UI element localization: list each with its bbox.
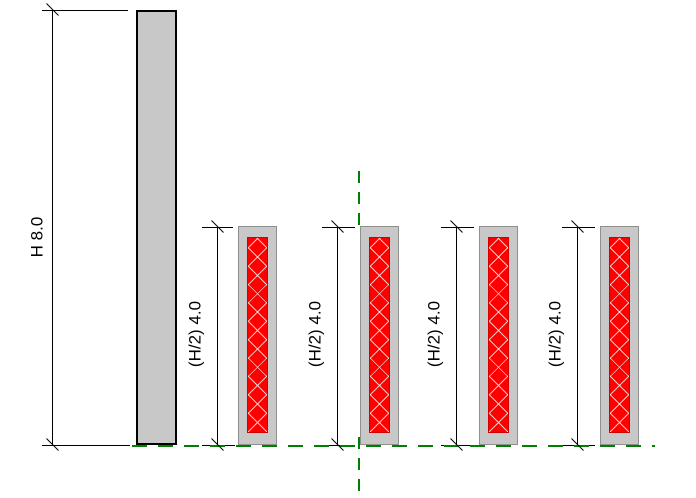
vertical-reference-plane-lower[interactable] xyxy=(358,437,360,498)
vertical-reference-plane-upper[interactable] xyxy=(358,171,360,228)
dimension-extension-line xyxy=(42,445,130,446)
dimension-extension-line xyxy=(42,10,128,11)
dimension-line xyxy=(456,227,457,445)
half-column-2[interactable] xyxy=(360,226,399,445)
dimension-line xyxy=(52,10,53,445)
half-column-3[interactable] xyxy=(479,226,518,445)
dimension-line xyxy=(217,227,218,445)
horizontal-reference-plane[interactable] xyxy=(132,445,655,447)
half-column-1[interactable] xyxy=(238,226,277,445)
dimension-text: (H/2) 4.0 xyxy=(185,300,205,368)
crosshatch-fill xyxy=(247,237,268,433)
crosshatch-fill xyxy=(369,237,390,433)
full-height-column[interactable] xyxy=(136,10,177,445)
crosshatch-fill xyxy=(609,237,630,433)
dimension-line xyxy=(577,227,578,445)
crosshatch-fill xyxy=(488,237,509,433)
dimension-extension-line xyxy=(202,227,233,228)
dimension-text: (H/2) 4.0 xyxy=(424,300,444,368)
dimension-text: H 8.0 xyxy=(27,216,47,258)
dimension-extension-line xyxy=(441,227,474,228)
dimension-line xyxy=(337,227,338,445)
dimension-text: (H/2) 4.0 xyxy=(305,300,325,368)
half-column-4[interactable] xyxy=(600,226,639,445)
dimension-extension-line xyxy=(322,227,355,228)
dimension-text: (H/2) 4.0 xyxy=(545,300,565,368)
dimension-extension-line xyxy=(562,227,595,228)
